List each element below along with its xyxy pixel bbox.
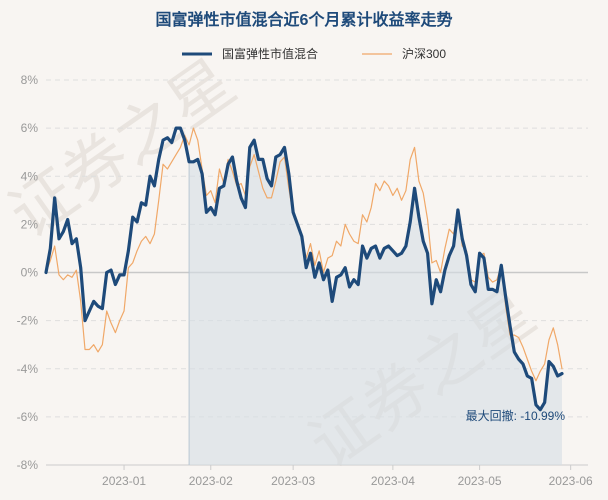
legend-label-index: 沪深300 (402, 47, 446, 61)
chart-title: 国富弹性市值混合近6个月累计收益率走势 (156, 10, 453, 29)
x-tick-label: 2023-05 (458, 474, 502, 488)
x-tick-label: 2023-01 (102, 474, 146, 488)
x-tick-label: 2023-03 (271, 474, 315, 488)
legend-label-fund: 国富弹性市值混合 (222, 46, 318, 61)
y-tick-label: -2% (17, 314, 39, 328)
y-tick-label: 8% (21, 73, 39, 87)
series-lines (44, 126, 564, 412)
x-tick-label: 2023-04 (371, 474, 415, 488)
legend: 国富弹性市值混合 沪深300 (182, 46, 446, 61)
y-tick-label: 2% (21, 217, 39, 231)
y-tick-label: -6% (17, 410, 39, 424)
y-tick-label: -8% (17, 458, 39, 472)
y-tick-label: 0% (21, 266, 39, 280)
drawdown-area (188, 140, 562, 465)
y-tick-label: -4% (17, 362, 39, 376)
y-tick-label: 6% (21, 121, 39, 135)
y-tick-label: 4% (21, 169, 39, 183)
x-tick-label: 2023-02 (189, 474, 233, 488)
y-axis: 8% 6% 4% 2% 0% -2% -4% -6% -8% (17, 73, 39, 472)
x-tick-label: 2023-06 (549, 474, 593, 488)
series-line-fund (44, 126, 564, 412)
drawdown-label: 最大回撤: -10.99% (466, 408, 566, 423)
drawdown-shade (189, 140, 562, 465)
x-axis: 2023-01 2023-02 2023-03 2023-04 2023-05 2023-… (46, 464, 593, 488)
